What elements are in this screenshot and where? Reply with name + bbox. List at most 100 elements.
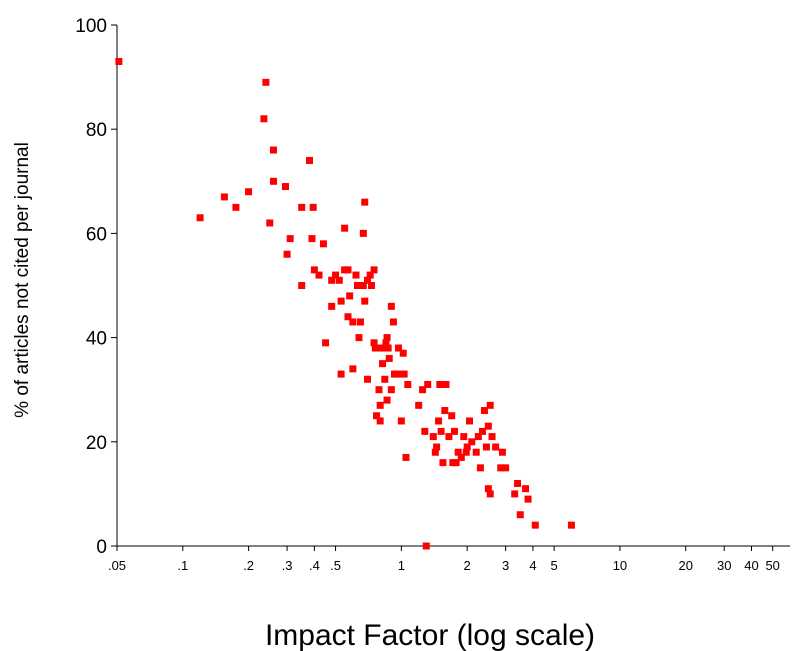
data-point	[349, 365, 357, 373]
data-point	[397, 417, 405, 425]
y-axis-label: % of articles not cited per journal	[12, 142, 33, 418]
data-point	[281, 183, 289, 191]
data-point	[383, 396, 391, 404]
x-tick-label: .3	[282, 558, 293, 573]
data-point	[361, 198, 369, 206]
data-point	[352, 271, 360, 279]
data-points	[115, 57, 575, 550]
data-point	[463, 443, 471, 451]
data-point	[196, 214, 204, 222]
data-point	[354, 282, 362, 289]
data-point	[262, 78, 270, 86]
data-point	[379, 360, 387, 368]
data-point	[245, 188, 253, 196]
data-point	[484, 422, 492, 430]
x-tick-label: .1	[177, 558, 188, 573]
data-point	[402, 453, 410, 461]
data-point	[514, 479, 522, 487]
data-point	[498, 448, 506, 456]
data-point	[385, 354, 393, 362]
data-point	[433, 443, 441, 451]
data-point	[516, 511, 524, 519]
data-point	[364, 375, 372, 383]
data-point	[370, 339, 378, 347]
data-point	[298, 282, 306, 289]
data-point	[439, 459, 447, 467]
data-point	[511, 490, 519, 498]
data-point	[359, 282, 367, 289]
x-tick-label: .2	[243, 558, 254, 573]
data-point	[482, 443, 490, 451]
data-point	[522, 485, 530, 493]
data-point	[283, 250, 291, 258]
data-point	[436, 380, 444, 388]
data-point	[375, 386, 383, 394]
data-point	[465, 417, 473, 425]
x-tick-label: 50	[765, 558, 779, 573]
data-point	[387, 302, 395, 310]
data-point	[232, 203, 240, 211]
data-point	[364, 276, 372, 284]
data-point	[462, 448, 470, 456]
x-tick-label: 5	[551, 558, 558, 573]
data-point	[448, 412, 456, 420]
data-point	[366, 271, 374, 279]
data-point	[376, 417, 384, 425]
data-point	[384, 344, 392, 352]
data-point	[328, 276, 336, 284]
data-point	[220, 193, 228, 201]
data-point	[422, 542, 430, 550]
data-point	[310, 266, 318, 274]
data-point	[472, 448, 480, 456]
y-tick-label: 20	[86, 433, 107, 454]
data-point	[374, 344, 382, 352]
y-tick-label: 80	[86, 120, 107, 141]
y-tick-label: 40	[86, 329, 107, 350]
data-point	[286, 235, 294, 243]
data-point	[349, 318, 357, 326]
data-point	[381, 375, 389, 383]
data-point	[335, 276, 343, 284]
data-point	[322, 339, 330, 347]
x-tick-label: 4	[529, 558, 536, 573]
data-point	[382, 339, 390, 347]
x-tick-label: .05	[108, 558, 126, 573]
data-point	[309, 203, 317, 211]
x-axis: .05 .1 .2 .3 .4 .5 1 2 3 4 5 10 20 30 40 50	[108, 545, 790, 573]
data-point	[486, 490, 494, 498]
x-axis-label: Impact Factor (log scale)	[265, 619, 595, 651]
data-point	[488, 433, 496, 441]
data-point	[404, 380, 412, 388]
data-point	[431, 448, 439, 456]
data-point	[370, 266, 378, 274]
data-point	[344, 313, 352, 321]
data-point	[437, 427, 445, 435]
data-point	[457, 453, 465, 461]
data-point	[476, 464, 484, 472]
y-tick-label: 60	[86, 224, 107, 245]
data-point	[341, 224, 349, 232]
data-point	[269, 177, 277, 185]
data-point	[319, 240, 327, 248]
data-point	[337, 297, 345, 305]
data-point	[308, 235, 316, 243]
data-point	[474, 433, 482, 441]
x-tick-label: 2	[464, 558, 471, 573]
data-point	[531, 521, 539, 529]
data-point	[394, 344, 402, 352]
x-tick-label: .5	[330, 558, 341, 573]
data-point	[460, 433, 468, 441]
data-point	[478, 427, 486, 435]
data-point	[421, 427, 429, 435]
data-point	[399, 349, 407, 357]
data-point	[445, 433, 453, 441]
data-point	[400, 370, 408, 378]
data-point	[486, 401, 494, 409]
data-point	[396, 370, 404, 378]
x-tick-label: 30	[717, 558, 731, 573]
data-point	[435, 417, 443, 425]
data-point	[383, 334, 391, 342]
data-point	[419, 386, 427, 394]
data-point	[450, 427, 458, 435]
